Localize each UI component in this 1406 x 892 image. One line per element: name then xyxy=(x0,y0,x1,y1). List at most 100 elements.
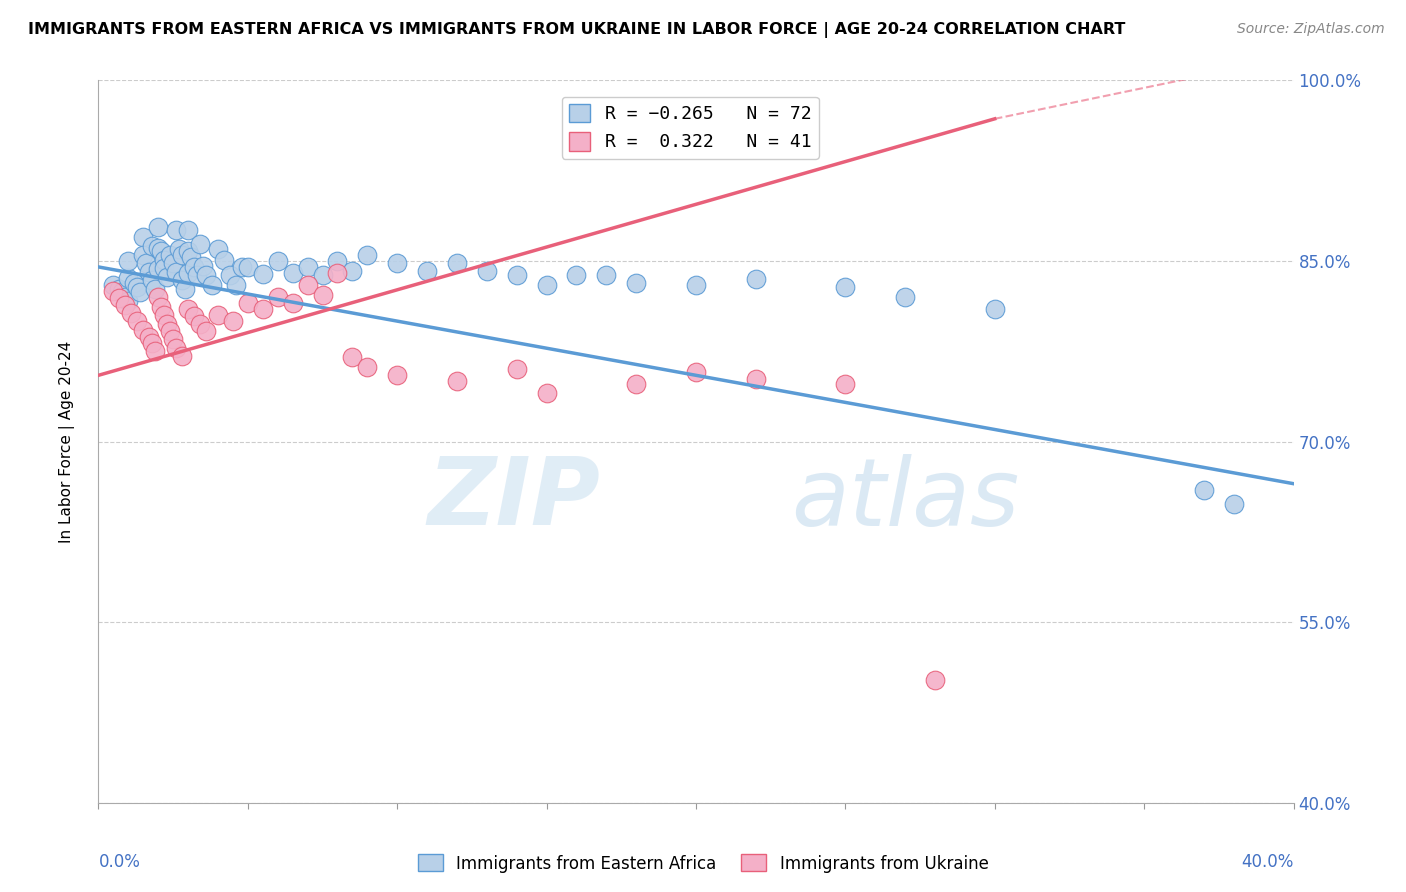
Text: Source: ZipAtlas.com: Source: ZipAtlas.com xyxy=(1237,22,1385,37)
Point xyxy=(626,276,648,290)
Point xyxy=(385,368,409,383)
Point xyxy=(1223,497,1246,511)
Point xyxy=(167,242,190,256)
Legend: Immigrants from Eastern Africa, Immigrants from Ukraine: Immigrants from Eastern Africa, Immigran… xyxy=(411,847,995,880)
Point xyxy=(894,290,917,304)
Point xyxy=(446,374,468,388)
Point xyxy=(311,268,333,283)
Point xyxy=(127,314,149,328)
Point xyxy=(138,265,160,279)
Point xyxy=(183,260,205,274)
Point xyxy=(117,253,139,268)
Point xyxy=(141,239,163,253)
Point xyxy=(195,268,218,283)
Point xyxy=(252,301,274,316)
Point xyxy=(124,276,146,290)
Point xyxy=(114,298,136,312)
Point xyxy=(117,293,139,308)
Point xyxy=(745,272,768,286)
Point xyxy=(297,277,319,292)
Point xyxy=(984,301,1007,316)
Text: 40.0%: 40.0% xyxy=(1241,854,1294,871)
Point xyxy=(165,341,187,355)
Point xyxy=(129,285,152,300)
Point xyxy=(446,256,468,270)
Text: 0.0%: 0.0% xyxy=(98,854,141,871)
Point xyxy=(536,386,558,401)
Point xyxy=(252,267,274,281)
Point xyxy=(236,260,259,274)
Point xyxy=(174,282,197,296)
Point xyxy=(281,266,304,280)
Point xyxy=(834,376,856,391)
Point xyxy=(326,266,349,280)
Point xyxy=(165,265,187,279)
Point xyxy=(188,317,211,331)
Point xyxy=(231,260,253,274)
Point xyxy=(103,277,125,292)
Point xyxy=(141,335,163,350)
Point xyxy=(108,291,131,305)
Point xyxy=(143,282,166,296)
Point xyxy=(342,263,364,277)
Point xyxy=(148,241,170,255)
Point xyxy=(267,290,290,304)
Point xyxy=(159,324,181,338)
Point xyxy=(506,362,529,376)
Point xyxy=(536,277,558,292)
Point xyxy=(236,296,259,310)
Point xyxy=(127,280,149,294)
Point xyxy=(172,273,194,287)
Point xyxy=(165,222,187,236)
Point xyxy=(342,350,364,364)
Point xyxy=(385,256,409,270)
Point xyxy=(207,242,229,256)
Point xyxy=(188,237,211,252)
Point xyxy=(162,332,184,346)
Point xyxy=(148,220,170,235)
Point xyxy=(685,277,707,292)
Point xyxy=(132,248,155,262)
Point xyxy=(172,349,194,363)
Point xyxy=(148,262,170,277)
Point xyxy=(148,290,170,304)
Point xyxy=(153,252,176,267)
Point xyxy=(225,277,247,292)
Point xyxy=(326,253,349,268)
Point xyxy=(416,263,439,277)
Text: ZIP: ZIP xyxy=(427,453,600,545)
Point xyxy=(267,253,290,268)
Point xyxy=(177,222,200,236)
Point xyxy=(143,344,166,359)
Legend: R = −0.265   N = 72, R =  0.322   N = 41: R = −0.265 N = 72, R = 0.322 N = 41 xyxy=(561,96,818,159)
Point xyxy=(222,314,245,328)
Point xyxy=(506,268,529,283)
Y-axis label: In Labor Force | Age 20-24: In Labor Force | Age 20-24 xyxy=(59,341,75,542)
Point xyxy=(177,244,200,259)
Point xyxy=(924,673,946,687)
Point xyxy=(156,269,179,284)
Point xyxy=(150,300,173,314)
Point xyxy=(117,270,139,285)
Point xyxy=(141,273,163,287)
Point xyxy=(595,268,617,283)
Point xyxy=(132,322,155,336)
Point xyxy=(132,229,155,244)
Point xyxy=(207,308,229,322)
Point xyxy=(153,261,176,276)
Point xyxy=(183,310,205,324)
Point xyxy=(195,324,218,338)
Point xyxy=(114,290,136,304)
Point xyxy=(103,284,125,298)
Point xyxy=(356,248,378,262)
Text: atlas: atlas xyxy=(792,454,1019,545)
Point xyxy=(297,260,319,274)
Point xyxy=(1192,483,1215,497)
Point xyxy=(153,308,176,322)
Point xyxy=(111,285,134,300)
Point xyxy=(120,306,142,320)
Point xyxy=(156,317,179,331)
Point xyxy=(159,248,181,262)
Point xyxy=(135,256,157,270)
Point xyxy=(191,259,214,273)
